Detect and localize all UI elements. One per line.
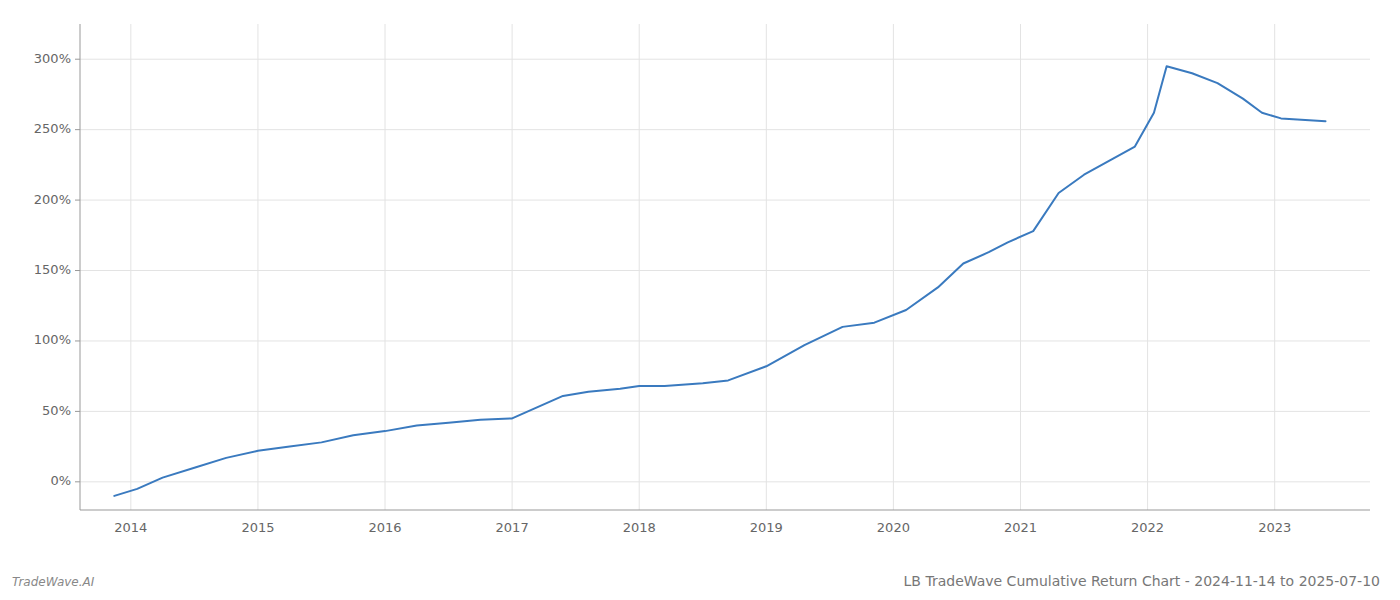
y-tick-label: 0% <box>50 473 71 488</box>
x-tick-label: 2015 <box>241 520 274 535</box>
y-tick <box>75 129 80 130</box>
x-grid-line <box>385 24 386 510</box>
x-grid-line <box>1147 24 1148 510</box>
y-grid-line <box>80 200 1370 201</box>
x-tick-label: 2017 <box>496 520 529 535</box>
y-tick-label: 50% <box>42 403 71 418</box>
x-tick-label: 2018 <box>623 520 656 535</box>
x-axis-line <box>80 510 1370 511</box>
x-grid-line <box>639 24 640 510</box>
line-series <box>114 66 1325 496</box>
y-tick <box>75 59 80 60</box>
y-grid-line <box>80 270 1370 271</box>
y-grid-line <box>80 59 1370 60</box>
y-grid-line <box>80 481 1370 482</box>
y-grid-line <box>80 340 1370 341</box>
y-grid-line <box>80 129 1370 130</box>
x-tick-label: 2020 <box>877 520 910 535</box>
chart-svg: 0% 50% 100% 150% 200% 250% 300% 2014 2015 2016 201… <box>0 0 1400 600</box>
y-tick <box>75 270 80 271</box>
x-grid-line <box>1020 24 1021 510</box>
grid <box>80 24 1370 510</box>
x-tick-label: 2016 <box>368 520 401 535</box>
x-grid-line <box>893 24 894 510</box>
y-tick-label: 150% <box>34 262 71 277</box>
plot-area <box>114 66 1325 496</box>
x-grid-line <box>512 24 513 510</box>
x-tick-label: 2021 <box>1004 520 1037 535</box>
x-tick-label: 2023 <box>1258 520 1291 535</box>
axes: 0% 50% 100% 150% 200% 250% 300% 2014 2015 2016 201… <box>34 24 1370 535</box>
x-tick-label: 2019 <box>750 520 783 535</box>
x-tick-label: 2014 <box>114 520 147 535</box>
y-tick-label: 100% <box>34 332 71 347</box>
x-grid-line <box>1274 24 1275 510</box>
chart-title: LB TradeWave Cumulative Return Chart - 2… <box>904 573 1380 589</box>
x-tick-label: 2022 <box>1131 520 1164 535</box>
y-tick-label: 300% <box>34 51 71 66</box>
chart-container: 0% 50% 100% 150% 200% 250% 300% 2014 2015 2016 201… <box>0 0 1400 600</box>
watermark: TradeWave.AI <box>12 575 95 589</box>
y-tick <box>75 481 80 482</box>
x-grid-line <box>130 24 131 510</box>
x-grid-line <box>257 24 258 510</box>
x-grid-line <box>766 24 767 510</box>
y-tick-label: 250% <box>34 121 71 136</box>
y-tick <box>75 411 80 412</box>
y-grid-line <box>80 411 1370 412</box>
y-axis-line <box>80 24 81 510</box>
y-tick <box>75 340 80 341</box>
y-tick <box>75 200 80 201</box>
background <box>0 0 1400 600</box>
y-tick-label: 200% <box>34 192 71 207</box>
